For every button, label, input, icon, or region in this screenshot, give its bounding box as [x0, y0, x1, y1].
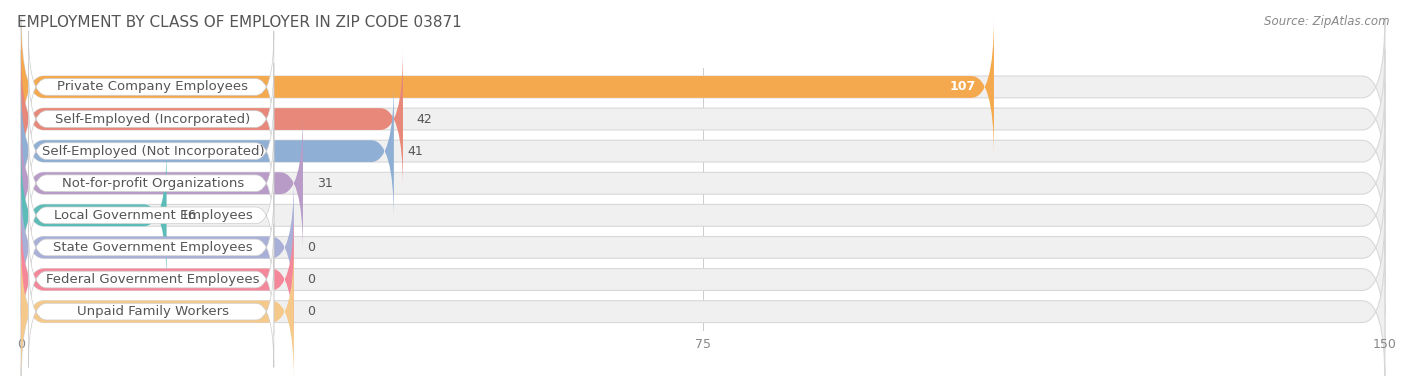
Text: 41: 41	[408, 145, 423, 158]
FancyBboxPatch shape	[21, 242, 1385, 376]
Text: 0: 0	[308, 273, 315, 286]
FancyBboxPatch shape	[21, 146, 1385, 285]
Text: Local Government Employees: Local Government Employees	[53, 209, 252, 222]
Text: 42: 42	[416, 112, 433, 126]
FancyBboxPatch shape	[28, 256, 274, 367]
Text: 16: 16	[180, 209, 195, 222]
FancyBboxPatch shape	[21, 82, 1385, 220]
FancyBboxPatch shape	[21, 210, 1385, 349]
FancyBboxPatch shape	[28, 63, 274, 175]
Text: State Government Employees: State Government Employees	[53, 241, 253, 254]
Text: Unpaid Family Workers: Unpaid Family Workers	[77, 305, 229, 318]
Text: 107: 107	[949, 80, 976, 94]
FancyBboxPatch shape	[21, 210, 294, 349]
Text: EMPLOYMENT BY CLASS OF EMPLOYER IN ZIP CODE 03871: EMPLOYMENT BY CLASS OF EMPLOYER IN ZIP C…	[17, 15, 461, 30]
FancyBboxPatch shape	[28, 31, 274, 143]
Text: Self-Employed (Incorporated): Self-Employed (Incorporated)	[55, 112, 250, 126]
FancyBboxPatch shape	[21, 82, 394, 220]
Text: Federal Government Employees: Federal Government Employees	[46, 273, 260, 286]
FancyBboxPatch shape	[21, 50, 404, 188]
Text: 0: 0	[308, 241, 315, 254]
FancyBboxPatch shape	[21, 178, 294, 317]
Text: 0: 0	[308, 305, 315, 318]
FancyBboxPatch shape	[28, 159, 274, 271]
FancyBboxPatch shape	[21, 114, 302, 253]
Text: Source: ZipAtlas.com: Source: ZipAtlas.com	[1264, 15, 1389, 28]
Text: Not-for-profit Organizations: Not-for-profit Organizations	[62, 177, 245, 190]
FancyBboxPatch shape	[21, 50, 1385, 188]
FancyBboxPatch shape	[28, 192, 274, 303]
FancyBboxPatch shape	[28, 127, 274, 239]
FancyBboxPatch shape	[21, 146, 166, 285]
FancyBboxPatch shape	[21, 114, 1385, 253]
FancyBboxPatch shape	[21, 18, 994, 156]
FancyBboxPatch shape	[21, 18, 1385, 156]
Text: 31: 31	[316, 177, 332, 190]
FancyBboxPatch shape	[21, 242, 294, 376]
Text: Self-Employed (Not Incorporated): Self-Employed (Not Incorporated)	[42, 145, 264, 158]
Text: Private Company Employees: Private Company Employees	[58, 80, 249, 94]
FancyBboxPatch shape	[28, 95, 274, 207]
FancyBboxPatch shape	[28, 224, 274, 335]
FancyBboxPatch shape	[21, 178, 1385, 317]
